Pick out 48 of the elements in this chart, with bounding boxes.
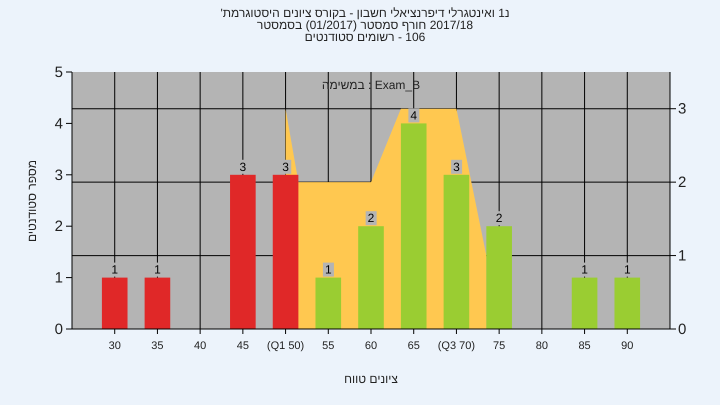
x-axis-title: טווח ציונים [344, 372, 398, 386]
data-label: 4 [410, 108, 418, 122]
bar [572, 278, 598, 329]
x-tick-label: 60 [364, 340, 378, 352]
x-tick-label: 65 [408, 340, 420, 352]
y2-tick-label: 2 [678, 174, 686, 192]
bar [444, 174, 470, 329]
data-label: 1 [111, 262, 118, 277]
y-tick-label: 5 [54, 64, 63, 81]
data-label: 3 [453, 160, 460, 174]
data-label: 3 [240, 160, 247, 174]
data-label: 1 [154, 262, 162, 277]
bar [400, 123, 427, 329]
x-tick-label: (Q3 70) [438, 340, 476, 352]
x-tick-label: 90 [621, 340, 634, 352]
x-tick-label: 80 [536, 340, 548, 352]
data-label: 3 [282, 160, 290, 174]
bar [272, 174, 298, 329]
data-label: 2 [496, 211, 503, 226]
y-tick-label: 4 [54, 115, 63, 132]
x-tick-label: 55 [322, 340, 334, 352]
y2-tick-label: 0 [678, 321, 686, 338]
bar [486, 226, 512, 329]
chart-title: 'היסטוגרמת ציונים בקורס - חשבון דיפרנציאלי ואינטגרלי 1נ [220, 6, 510, 20]
data-label: 1 [581, 262, 588, 277]
y-tick-label: 3 [54, 166, 63, 184]
y-tick-label: 2 [54, 218, 63, 236]
data-label: 2 [368, 211, 375, 226]
x-tick-label: 75 [493, 340, 506, 352]
y-tick-label: 0 [54, 321, 63, 338]
x-tick-label: 40 [194, 340, 206, 352]
bar [614, 278, 640, 329]
y2-tick-label: 1 [678, 248, 686, 265]
y-axis-title: מספר סטודנטים [25, 159, 39, 242]
data-label: 1 [624, 262, 631, 277]
x-tick-label: 45 [236, 340, 249, 352]
x-tick-label: 30 [108, 340, 121, 352]
y2-tick-label: 3 [678, 100, 686, 118]
bar [230, 174, 256, 329]
bar [315, 278, 342, 329]
x-tick-label: (Q1 50) [266, 340, 304, 352]
bar [102, 278, 128, 329]
x-tick-label: 85 [578, 340, 591, 352]
x-tick-label: 35 [151, 340, 164, 352]
bar [358, 226, 384, 329]
bar [144, 278, 170, 329]
y-tick-label: 1 [54, 270, 63, 287]
data-label: 1 [324, 262, 332, 277]
